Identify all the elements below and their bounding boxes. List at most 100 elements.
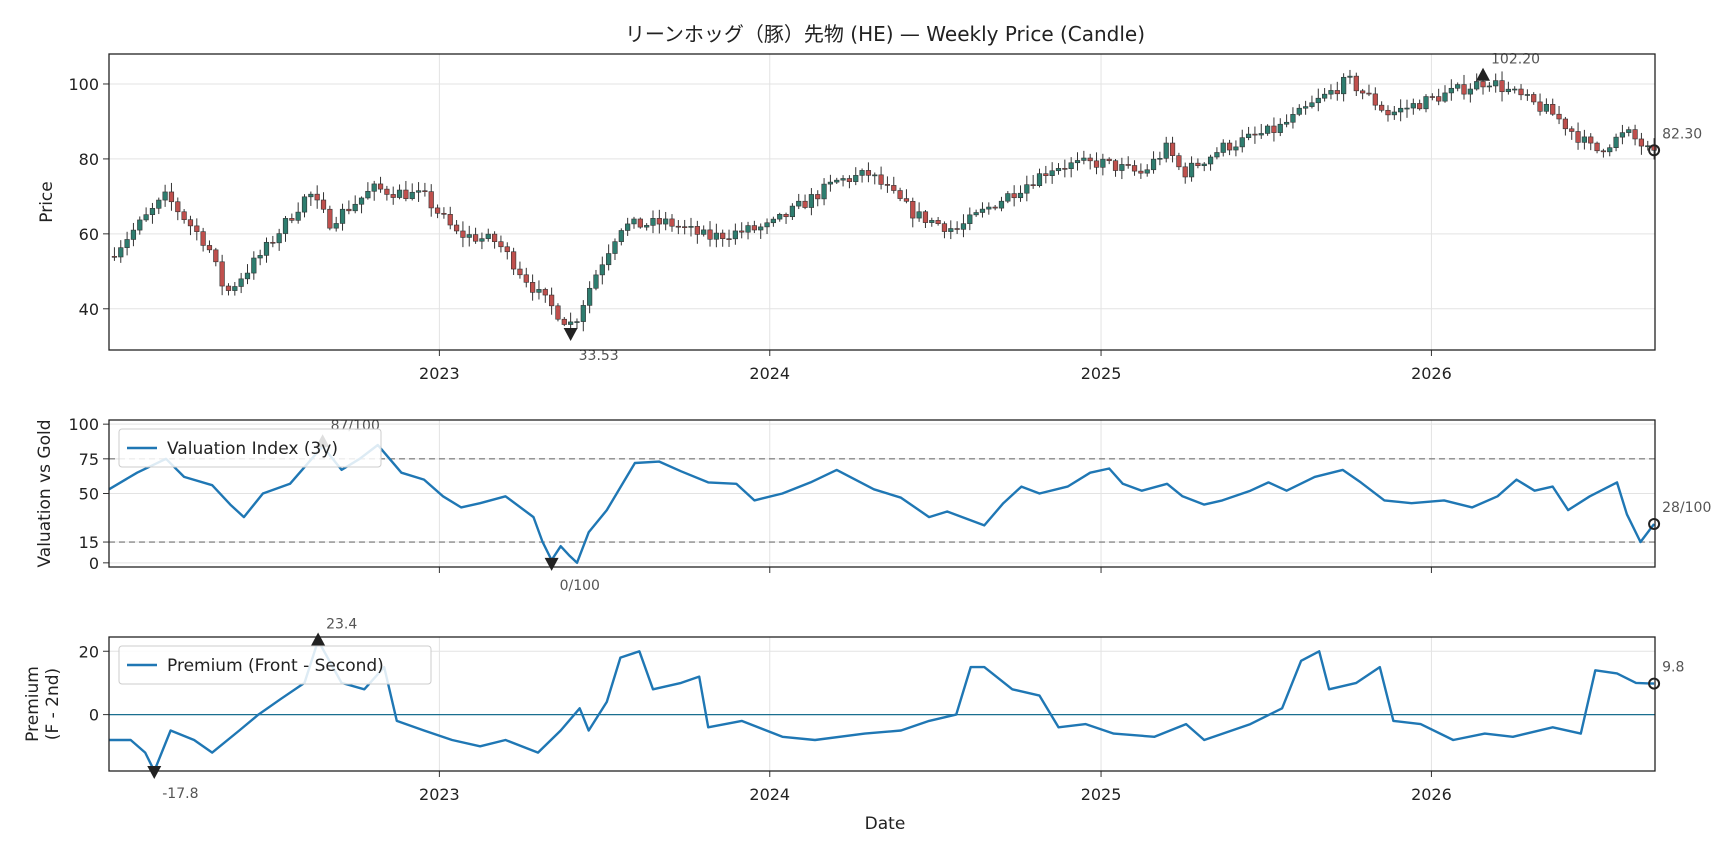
candle-body [910,201,916,219]
candle-body [200,231,206,246]
min-label: 0/100 [560,578,600,594]
candle-body [396,189,403,198]
x-tick-label: 2025 [1081,364,1122,383]
candle-body [669,218,675,227]
candle-body [1480,81,1486,88]
last-value-marker [1648,518,1661,531]
candle-body [701,229,707,235]
candle-body [1277,123,1283,133]
x-tick-label: 2024 [749,785,790,804]
candle-body [1131,165,1138,172]
candle-body [903,198,910,202]
candle-body [960,223,967,230]
candle-body [732,230,738,240]
candle-body [1353,75,1359,92]
candle-body [770,218,776,224]
candle-body [1632,129,1638,140]
candle-body [1017,192,1024,199]
candle-body [213,249,219,263]
x-tick-label: 2026 [1411,364,1452,383]
candle-body [485,233,491,239]
min-marker [147,766,162,779]
candle-body [1417,103,1423,110]
candle-body [688,226,694,228]
candle-body [441,212,447,215]
candle-body [1474,81,1480,90]
y-tick-label: 100 [68,75,99,94]
candle-body [358,197,365,205]
candle-body [1626,129,1632,133]
candle-body [187,219,194,227]
candle-body [1448,87,1454,94]
last-value-marker [1648,677,1661,690]
candle-body [587,287,593,306]
candle-body [758,226,764,231]
candle-body [1436,96,1442,102]
candle-body [219,261,225,287]
candle-body [1499,80,1505,93]
candle-body [872,174,878,177]
candle-body [339,208,346,224]
max-label: 23.4 [326,616,357,632]
candle-body [846,178,853,182]
candle-body [922,211,929,223]
candle-body [720,232,726,239]
candle-body [257,255,263,259]
candle-body [377,183,384,190]
candle-body [517,268,523,276]
legend: Premium (Front - Second) [118,645,432,685]
candle-body [840,178,846,181]
candle-body [1068,162,1074,169]
x-tick-label: 2024 [749,364,790,383]
candle-body [390,194,396,198]
legend-entry: Premium (Front - Second) [167,656,384,676]
legend-box [118,428,382,468]
y-tick-label: 15 [79,533,99,552]
candle-body [663,218,669,225]
candle-body [986,206,992,210]
candle-body [504,246,510,253]
candle-body [295,211,301,221]
candle-body [263,241,270,256]
candle-body [802,200,808,208]
candle-body [1385,109,1391,116]
candle-body [979,208,986,213]
candle-body [631,218,637,225]
candle-body [225,285,232,291]
candle-body [834,179,840,183]
min-label: -17.8 [162,786,198,802]
last-value-marker [1648,144,1661,157]
max-marker [1476,67,1491,81]
candle-body [1157,157,1163,160]
candle-body [884,184,891,186]
candle-body [1562,118,1568,130]
candle-body [251,257,257,274]
y-axis-label: Valuation vs Gold [35,419,55,567]
candle-body [707,229,713,240]
candle-body [289,218,295,221]
candle-body [650,218,656,226]
candle-body [137,219,143,231]
candle-body [593,274,599,289]
candle-body [1264,125,1271,134]
candle-body [713,232,719,240]
x-axis-label: Date [865,814,906,834]
candle-body [124,239,130,248]
min-marker [544,557,559,571]
candle-body [815,194,821,200]
candle-body [206,245,213,251]
candle-body [865,170,872,176]
candle-body [1106,158,1112,162]
candle-body [453,224,460,232]
candle-body [1493,80,1499,87]
candle-body [130,229,137,240]
candle-body [656,218,662,225]
candle-body [783,214,789,218]
candle-body [1366,92,1372,95]
candle-body [618,230,624,242]
candle-body [941,223,948,232]
y-tick-label: 20 [79,642,99,661]
candle-body [168,191,175,203]
candle-body [1169,142,1176,156]
last-value-label: 82.30 [1662,126,1702,142]
